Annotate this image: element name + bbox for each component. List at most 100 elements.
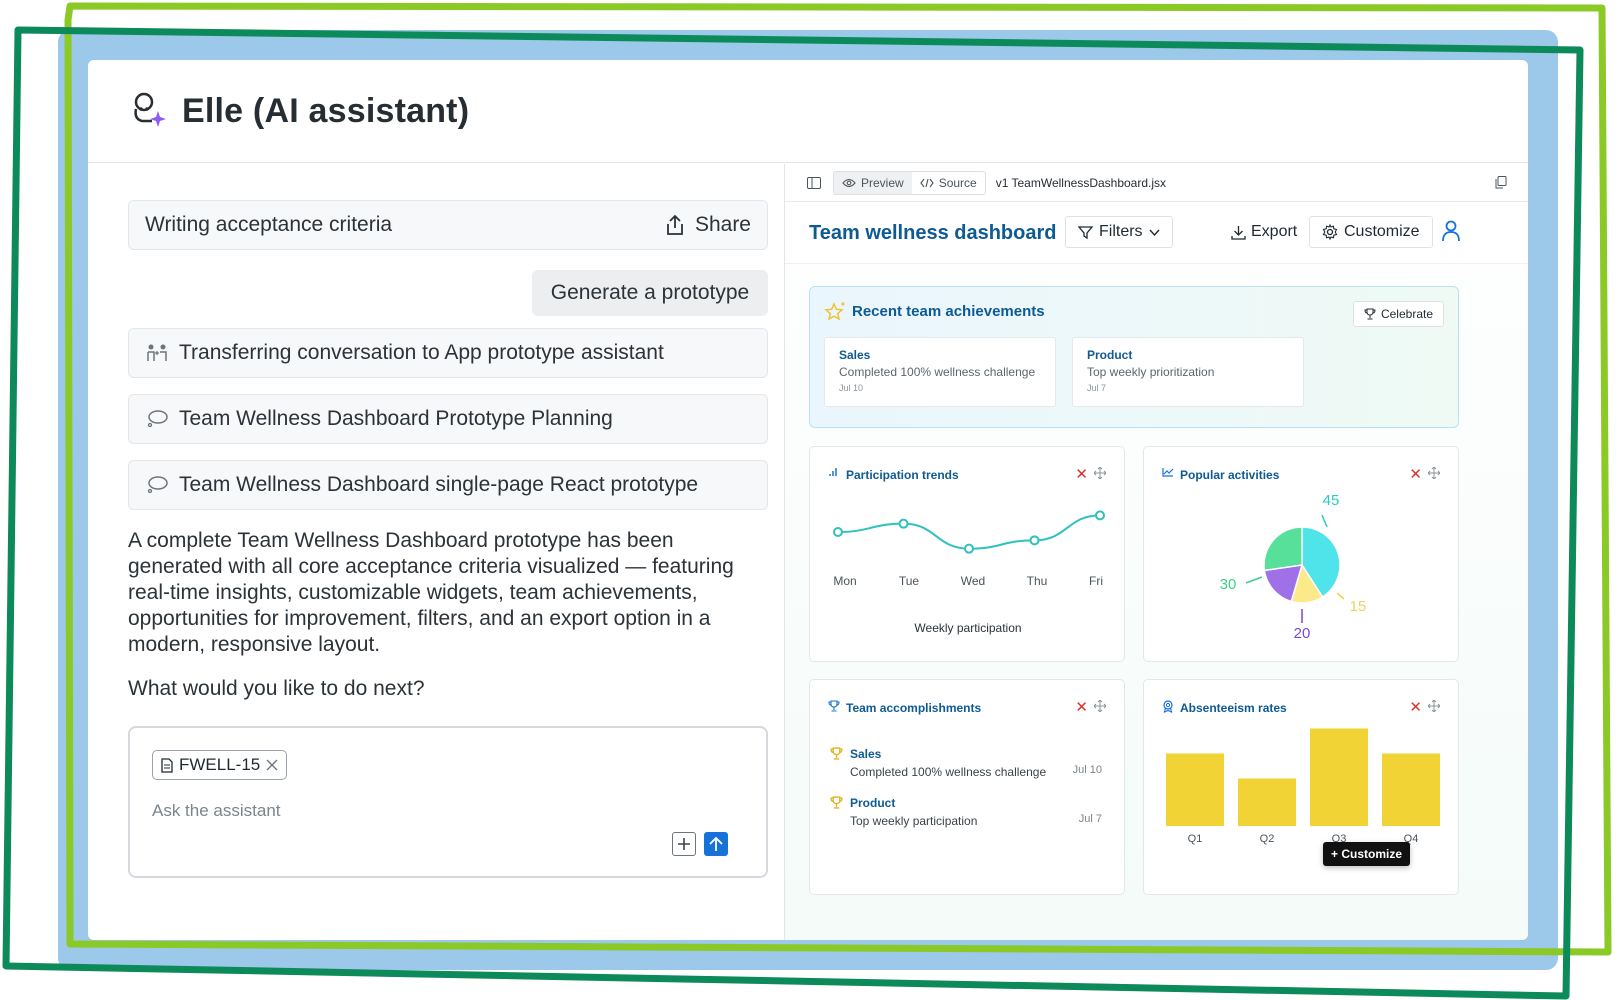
user-profile-icon[interactable] — [1441, 220, 1461, 242]
x-tick-label: Q1 — [1188, 833, 1203, 845]
team-accomplishments-widget: Team accomplishments ✕ Sales Completed 1… — [809, 679, 1125, 895]
export-label: Export — [1251, 223, 1298, 240]
remove-widget-button[interactable]: ✕ — [1075, 699, 1088, 716]
artifact-pane: Preview Source v1 TeamWellnessDashboard.… — [784, 164, 1528, 940]
popular-activities-pie-chart: 45 15 20 30 — [1220, 492, 1367, 642]
remove-widget-button[interactable]: ✕ — [1075, 466, 1088, 483]
participation-data-point[interactable] — [1029, 535, 1040, 546]
participation-data-point[interactable] — [1095, 510, 1105, 521]
achievement-desc: Top weekly prioritization — [1087, 365, 1215, 379]
people-icon — [145, 341, 169, 365]
celebrate-button[interactable]: Celebrate — [1352, 301, 1444, 327]
send-button[interactable] — [704, 832, 728, 856]
share-label: Share — [694, 213, 751, 236]
bar[interactable] — [1382, 753, 1440, 827]
user-message: Generate a prototype — [532, 270, 768, 316]
thought-bubble-icon — [145, 473, 169, 497]
chat-step[interactable]: Team Wellness Dashboard single-page Reac… — [128, 460, 768, 510]
filter-icon — [1078, 225, 1093, 239]
absenteeism-rates-title: Absenteeism rates — [1180, 701, 1287, 715]
achievement-card: Sales Completed 100% wellness challenge … — [824, 337, 1056, 407]
accomplishment-row: Product Top weekly participation — [850, 796, 977, 828]
chat-step[interactable]: Transferring conversation to App prototy… — [128, 328, 768, 378]
add-button[interactable] — [672, 832, 696, 856]
pie-slice[interactable] — [1263, 526, 1303, 572]
achievement-team: Product — [1087, 348, 1133, 362]
tab-preview-label: Preview — [861, 175, 904, 190]
filters-label: Filters — [1099, 223, 1143, 240]
participation-data-point[interactable] — [898, 518, 909, 529]
pie-label-leader — [1336, 592, 1345, 600]
accomplishment-team: Sales — [850, 747, 882, 761]
bar[interactable] — [1310, 728, 1368, 827]
popular-activities-title: Popular activities — [1180, 468, 1280, 482]
arrow-up-icon — [709, 836, 723, 851]
copy-icon[interactable] — [1495, 176, 1507, 189]
recent-achievements-title: Recent team achievements — [852, 303, 1045, 320]
tab-source-label: Source — [938, 175, 977, 190]
pie-slice-label: 20 — [1294, 625, 1311, 642]
pie-label-leader — [1321, 514, 1328, 528]
popular-activities-widget: Popular activities ✕ 45 15 20 30 — [1143, 446, 1459, 662]
tab-preview[interactable]: Preview — [834, 171, 912, 194]
remove-widget-button[interactable]: ✕ — [1409, 699, 1422, 716]
attached-ticket-chip[interactable]: FWELL-15 — [152, 750, 288, 780]
absenteeism-rates-widget: Absenteeism rates ✕ Q1 Q2 Q3 Q4 — [1143, 679, 1459, 895]
download-icon — [1231, 225, 1246, 240]
dashboard-header: Team wellness dashboard Filters Export C… — [785, 202, 1528, 264]
share-icon — [667, 214, 683, 235]
move-handle-icon[interactable] — [1094, 467, 1106, 479]
customize-tooltip-button[interactable]: + Customize — [1323, 842, 1411, 866]
artifact-filename: v1 TeamWellnessDashboard.jsx — [995, 175, 1167, 190]
participation-line-chart: Mon Tue Wed Thu Fri — [833, 510, 1105, 588]
conversation-topic: Writing acceptance criteria Share — [128, 200, 768, 250]
close-icon[interactable] — [266, 759, 278, 771]
ask-input[interactable] — [152, 798, 712, 824]
chat-step-label: Team Wellness Dashboard Prototype Planni… — [179, 407, 613, 430]
participation-data-point[interactable] — [833, 527, 843, 537]
chat-step-label: Transferring conversation to App prototy… — [179, 341, 664, 364]
move-handle-icon[interactable] — [1428, 467, 1440, 479]
x-tick-label: Tue — [899, 574, 920, 588]
customize-button[interactable]: Customize — [1309, 216, 1433, 248]
conversation-topic-label: Writing acceptance criteria — [145, 213, 393, 236]
x-tick-label: Mon — [833, 574, 856, 588]
sidebar-toggle-icon[interactable] — [807, 176, 821, 189]
trophy-icon — [830, 796, 843, 809]
dashboard-title: Team wellness dashboard — [809, 222, 1057, 244]
chat-step[interactable]: Team Wellness Dashboard Prototype Planni… — [128, 394, 768, 444]
eye-icon — [842, 178, 856, 187]
line-chart-icon — [1162, 468, 1174, 477]
move-handle-icon[interactable] — [1094, 700, 1106, 712]
award-ribbon-icon — [1163, 700, 1173, 713]
bar[interactable] — [1166, 753, 1224, 827]
move-handle-icon[interactable] — [1428, 700, 1440, 712]
pie-slice[interactable] — [1263, 564, 1304, 603]
achievement-card: Product Top weekly prioritization Jul 7 — [1072, 337, 1304, 407]
participation-trends-title: Participation trends — [846, 468, 959, 482]
trophy-icon — [830, 747, 843, 760]
thought-bubble-icon — [145, 407, 169, 431]
trophy-icon — [828, 700, 840, 712]
remove-widget-button[interactable]: ✕ — [1409, 466, 1422, 483]
achievement-date: Jul 7 — [1087, 383, 1107, 393]
achievement-date: Jul 10 — [839, 383, 864, 393]
customize-label: Customize — [1344, 223, 1420, 240]
achievement-team: Sales — [839, 348, 871, 362]
bar[interactable] — [1238, 778, 1296, 827]
message-composer: FWELL-15 — [128, 726, 768, 878]
assistant-window: Elle (AI assistant) Writing acceptance c… — [88, 60, 1528, 940]
accomplishment-desc: Top weekly participation — [850, 814, 978, 828]
export-button[interactable]: Export — [1231, 216, 1297, 248]
x-tick-label: Thu — [1027, 574, 1048, 588]
assistant-title: Elle (AI assistant) — [182, 91, 470, 130]
tab-source[interactable]: Source — [912, 172, 985, 194]
team-accomplishments-title: Team accomplishments — [846, 701, 982, 715]
pie-slice-label: 45 — [1323, 492, 1340, 509]
artifact-toolbar: Preview Source v1 TeamWellnessDashboard.… — [785, 164, 1528, 202]
share-button[interactable]: Share — [665, 213, 751, 237]
accomplishment-team: Product — [850, 796, 896, 810]
participation-data-point[interactable] — [964, 543, 974, 554]
filters-button[interactable]: Filters — [1065, 216, 1173, 248]
pie-label-leader — [1245, 576, 1263, 584]
